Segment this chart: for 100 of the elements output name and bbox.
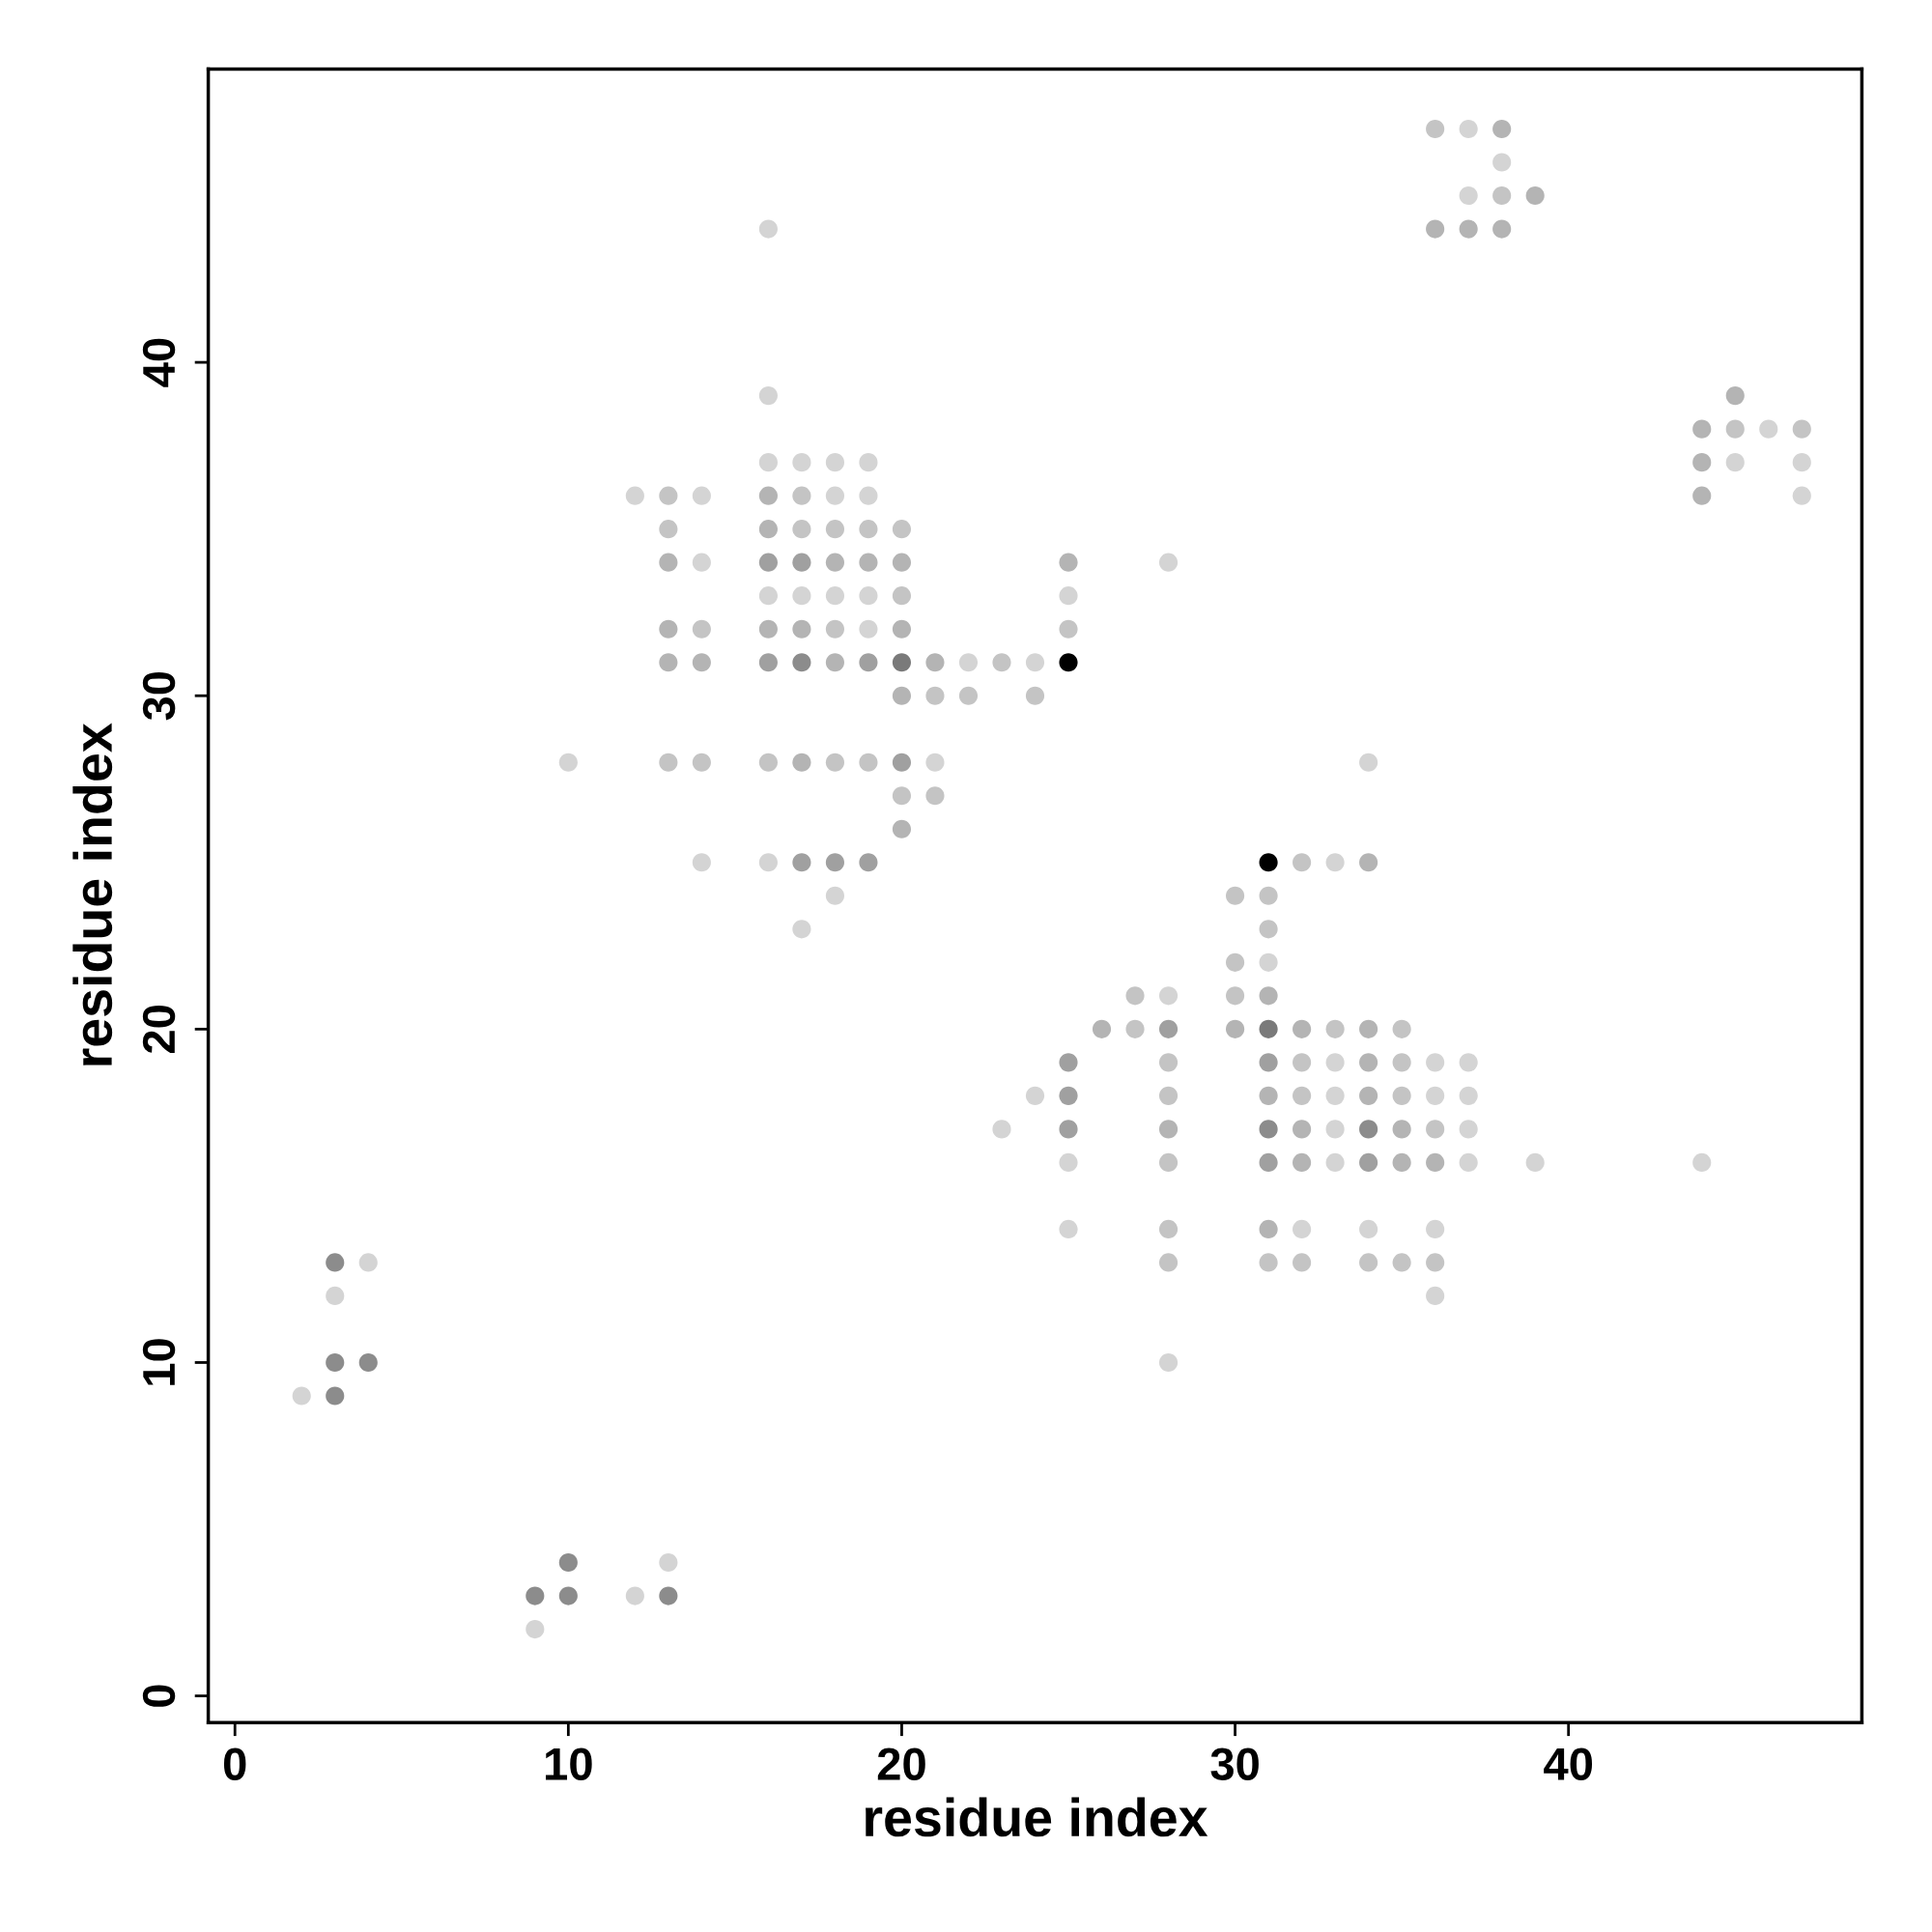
point <box>859 520 878 539</box>
point <box>326 1253 345 1272</box>
point <box>1725 419 1745 439</box>
point <box>1259 853 1278 872</box>
y-tick-label: 30 <box>142 671 176 721</box>
point <box>1692 486 1712 505</box>
point <box>1293 1019 1312 1038</box>
point <box>758 619 778 639</box>
point <box>1158 1120 1179 1139</box>
point <box>1125 986 1145 1006</box>
point <box>1392 1053 1411 1072</box>
x-tick-label: 10 <box>546 1747 592 1780</box>
point <box>1158 1219 1179 1238</box>
point <box>1293 853 1312 872</box>
point <box>1692 453 1712 472</box>
point <box>1092 1019 1112 1038</box>
point <box>1059 1120 1078 1139</box>
point <box>1359 1152 1378 1172</box>
point <box>1426 1120 1445 1139</box>
point <box>892 553 912 572</box>
point <box>825 753 844 772</box>
point <box>1158 1019 1179 1038</box>
point <box>1259 1152 1278 1172</box>
point <box>792 653 811 672</box>
point <box>1125 1019 1145 1038</box>
point <box>1359 1253 1378 1272</box>
point <box>659 486 678 505</box>
point <box>326 1352 345 1373</box>
point <box>1059 653 1078 672</box>
point <box>1426 119 1445 139</box>
x-axis-title: residue index <box>866 1797 1208 1837</box>
point <box>1459 219 1478 239</box>
point <box>1293 1120 1312 1139</box>
point <box>758 553 778 572</box>
point <box>1359 1019 1378 1038</box>
point <box>1059 553 1078 572</box>
point <box>792 619 811 639</box>
point <box>1692 419 1712 439</box>
point <box>758 753 778 772</box>
point <box>859 853 878 872</box>
point <box>1392 1086 1411 1105</box>
point <box>1259 1219 1278 1238</box>
point <box>1226 952 1245 972</box>
point <box>1259 1086 1278 1105</box>
x-tick-label: 0 <box>223 1747 246 1780</box>
point <box>1158 1253 1179 1272</box>
point <box>825 853 844 872</box>
point <box>825 520 844 539</box>
point <box>792 553 811 572</box>
y-tick-label: 40 <box>142 338 176 387</box>
point <box>1293 1253 1312 1272</box>
point <box>892 786 912 806</box>
x-tick-label: 30 <box>1210 1747 1259 1780</box>
point <box>1325 1019 1345 1038</box>
point <box>1492 219 1512 239</box>
point <box>659 753 678 772</box>
point <box>1259 1253 1278 1272</box>
point <box>1259 986 1278 1006</box>
point <box>1259 886 1278 905</box>
point <box>958 686 979 705</box>
point <box>1725 386 1745 406</box>
point <box>1158 1053 1179 1072</box>
point <box>1158 1152 1179 1172</box>
point <box>358 1352 378 1373</box>
point <box>1359 1086 1378 1105</box>
point <box>1359 1053 1378 1072</box>
point <box>1158 1086 1179 1105</box>
point <box>758 520 778 539</box>
point <box>1392 1253 1411 1272</box>
point <box>1426 1253 1445 1272</box>
point <box>892 520 912 539</box>
point <box>825 653 844 672</box>
point <box>1792 419 1811 439</box>
point <box>859 653 878 672</box>
point <box>1226 1019 1245 1038</box>
point <box>1293 1086 1312 1105</box>
point <box>925 686 945 705</box>
point <box>892 619 912 639</box>
point <box>859 553 878 572</box>
point <box>326 1386 345 1406</box>
point <box>892 819 912 838</box>
point <box>925 653 945 672</box>
point <box>659 619 678 639</box>
x-tick-label: 20 <box>877 1747 925 1780</box>
point <box>758 653 778 672</box>
point <box>1525 185 1545 206</box>
point <box>1492 119 1512 139</box>
point <box>892 653 912 672</box>
point <box>692 653 711 672</box>
point <box>792 520 811 539</box>
point <box>1059 1086 1078 1105</box>
point <box>1392 1120 1411 1139</box>
point <box>1059 1053 1078 1072</box>
point <box>1426 219 1445 239</box>
point <box>526 1586 545 1605</box>
point <box>692 619 711 639</box>
point <box>659 653 678 672</box>
point <box>1392 1019 1411 1038</box>
point <box>1492 185 1512 206</box>
point <box>1359 853 1378 872</box>
